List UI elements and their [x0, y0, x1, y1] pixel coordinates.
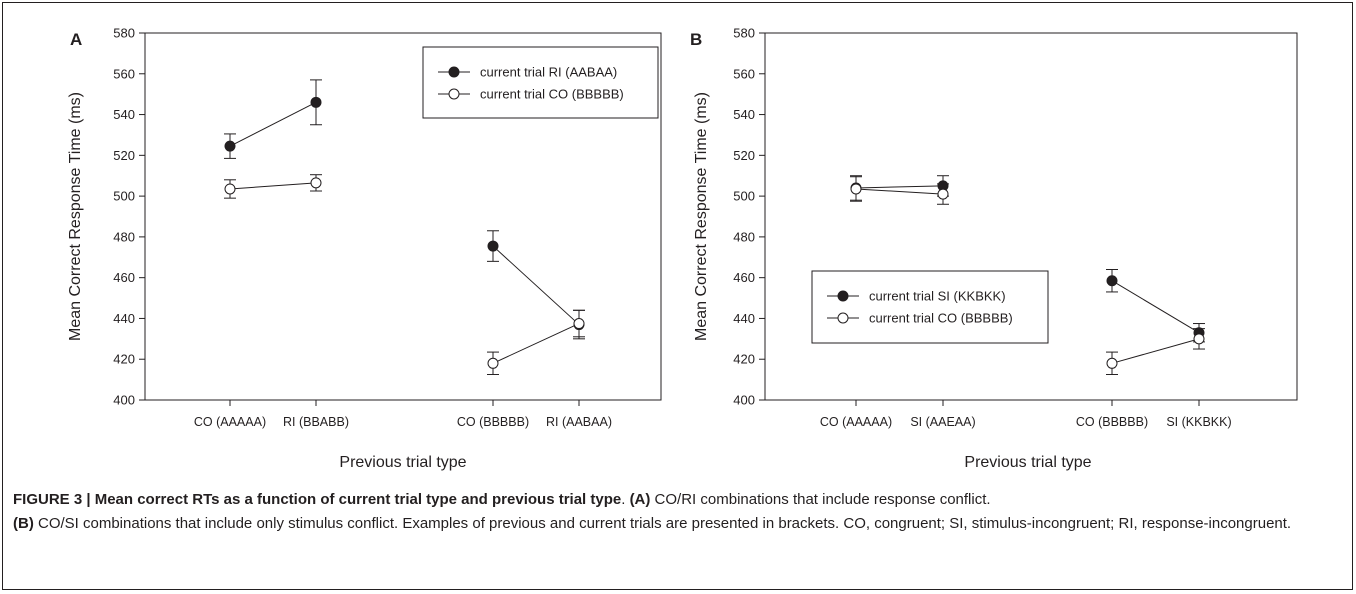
x-tick-label-0-3: RI (AABAA)	[546, 415, 612, 429]
series-line-1-1-0	[855, 188, 944, 195]
y-tick-label-1-3: 460	[733, 270, 755, 285]
y-tick-label-1-9: 580	[733, 26, 755, 41]
y-tick-label-0-7: 540	[113, 107, 135, 122]
caption-panel-b-text: CO/SI combinations that include only sti…	[33, 515, 1292, 532]
x-axis-title-0: Previous trial type	[339, 454, 466, 471]
y-tick-label-1-0: 400	[733, 393, 755, 408]
data-point-1-1-1	[937, 188, 949, 200]
panel-label-0: A	[70, 30, 82, 49]
legend-label-0-0: current trial RI (AABAA)	[480, 65, 617, 80]
data-point-1-1-0	[850, 183, 862, 195]
figure-charts: A 400 420 440 460 480 500 520 540 560 580 CO (AAAAA…	[67, 26, 1298, 471]
y-axis-title-0: Mean Correct Response Time (ms)	[67, 92, 84, 341]
series-line-1-0-0	[855, 185, 944, 189]
y-tick-label-1-7: 540	[733, 107, 755, 122]
figure-caption: FIGURE 3 | Mean correct RTs as a functio…	[13, 488, 1333, 536]
panel-label-1: B	[690, 30, 702, 49]
data-point-0-0-1	[310, 96, 322, 108]
caption-panel-a-text: CO/RI combinations that include response…	[650, 491, 991, 508]
data-point-0-1-3	[573, 318, 585, 330]
x-tick-label-1-3: SI (KKBKK)	[1166, 415, 1231, 429]
legend-label-1-1: current trial CO (BBBBB)	[869, 311, 1013, 326]
caption-title-end: .	[621, 491, 630, 508]
y-tick-label-0-6: 520	[113, 148, 135, 163]
x-tick-label-0-0: CO (AAAAA)	[194, 415, 266, 429]
x-tick-label-0-1: RI (BBABB)	[283, 415, 349, 429]
series-line-0-1-0	[229, 182, 317, 190]
caption-title: FIGURE 3 | Mean correct RTs as a functio…	[13, 491, 622, 508]
data-point-0-1-0	[224, 183, 236, 195]
x-tick-label-1-1: SI (AAEAA)	[910, 415, 975, 429]
legend-marker-1-0	[837, 290, 849, 302]
y-tick-label-1-6: 520	[733, 148, 755, 163]
legend-marker-0-0	[448, 66, 460, 78]
y-axis-title-1: Mean Correct Response Time (ms)	[693, 92, 710, 341]
caption-panel-b-tag: (B)	[13, 515, 34, 532]
legend-box-0	[422, 46, 659, 119]
legend-label-0-1: current trial CO (BBBBB)	[480, 87, 624, 102]
y-tick-label-0-4: 480	[113, 229, 135, 244]
plot-area-0	[144, 32, 662, 401]
series-line-1-1-1	[1111, 338, 1200, 364]
data-point-0-1-2	[487, 357, 499, 369]
y-tick-label-0-9: 580	[113, 26, 135, 41]
y-tick-label-0-3: 460	[113, 270, 135, 285]
y-tick-label-0-8: 560	[113, 66, 135, 81]
legend-box-1	[811, 270, 1049, 344]
y-tick-label-1-4: 480	[733, 229, 755, 244]
caption-panel-a-tag: (A)	[629, 491, 651, 508]
data-point-0-0-2	[487, 240, 499, 252]
y-tick-label-1-5: 500	[733, 189, 755, 204]
x-axis-title-1: Previous trial type	[964, 454, 1091, 471]
data-point-1-1-2	[1106, 357, 1118, 369]
data-point-0-1-1	[310, 177, 322, 189]
y-tick-label-1-8: 560	[733, 66, 755, 81]
x-tick-label-0-2: CO (BBBBB)	[457, 415, 529, 429]
series-line-0-0-1	[492, 245, 580, 325]
legend-label-1-0: current trial SI (KKBKK)	[869, 289, 1006, 304]
series-line-0-1-1	[492, 323, 580, 364]
series-line-1-0-1	[1111, 280, 1200, 334]
legend-marker-1-1	[837, 312, 849, 324]
x-tick-label-1-2: CO (BBBBB)	[1076, 415, 1148, 429]
y-tick-label-0-1: 420	[113, 352, 135, 367]
y-tick-label-0-0: 400	[113, 393, 135, 408]
data-point-1-0-2	[1106, 275, 1118, 287]
data-point-0-0-0	[224, 140, 236, 152]
y-tick-label-0-5: 500	[113, 189, 135, 204]
plot-area-1	[764, 32, 1298, 401]
y-tick-label-1-2: 440	[733, 311, 755, 326]
data-point-1-1-3	[1193, 333, 1205, 345]
legend-marker-0-1	[448, 88, 460, 100]
y-tick-label-0-2: 440	[113, 311, 135, 326]
y-tick-label-1-1: 420	[733, 352, 755, 367]
series-line-0-0-0	[229, 101, 317, 147]
x-tick-label-1-0: CO (AAAAA)	[820, 415, 892, 429]
